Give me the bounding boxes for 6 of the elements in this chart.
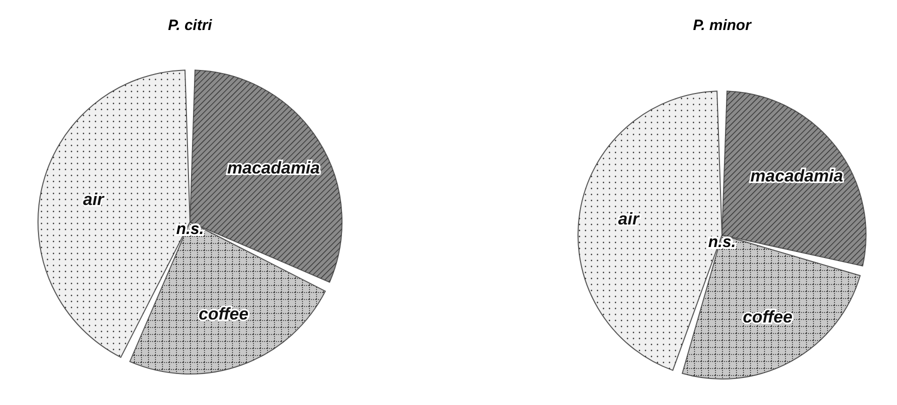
slice-label: air — [82, 190, 106, 209]
chart-title: P. citri — [168, 17, 213, 34]
slice-label: air — [618, 210, 640, 229]
chart-title: P. minor — [692, 17, 752, 34]
slice-label: coffee — [198, 304, 248, 324]
slice-label: coffee — [742, 307, 792, 326]
